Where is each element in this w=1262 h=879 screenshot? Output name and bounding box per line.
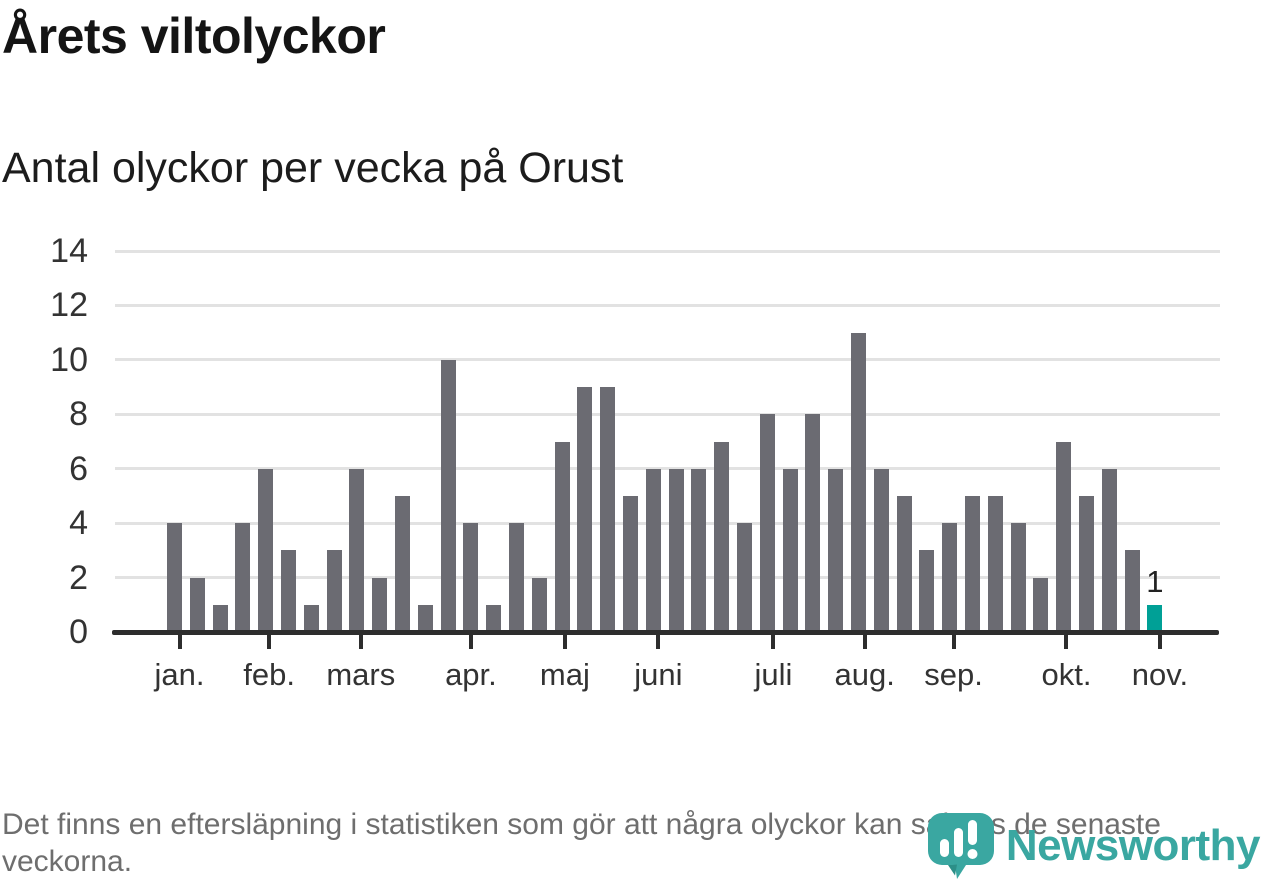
newsworthy-logo-icon [927,813,994,879]
bar-week-29 [805,414,821,632]
bar-week-39 [1033,577,1049,632]
x-tick-okt [1064,634,1069,649]
x-axis-label-nov: nov. [1131,657,1189,692]
bar-week-18 [554,441,570,632]
gridline-12 [115,303,1220,307]
x-tick-nov [1157,634,1162,649]
x-axis-label-sep: sep. [924,657,983,692]
x-axis-label-okt: okt. [1041,657,1092,692]
y-axis-label-6: 6 [69,449,88,488]
y-axis-label-4: 4 [69,504,88,543]
chart-subtitle: Antal olyckor per vecka på Orust [2,144,624,192]
bar-week-16 [509,523,524,632]
bar-week-28 [782,468,798,632]
bar-week-7 [303,604,319,632]
bar-week-13 [440,359,456,632]
bar-week-6 [281,550,296,632]
bar-week-12 [417,604,433,632]
x-tick-mars [358,634,363,649]
bar-week-20 [600,387,616,632]
gridline-2 [115,576,1220,580]
bar-week-19 [577,387,593,632]
bar-week-24 [691,468,707,632]
gridline-14 [115,249,1220,253]
bar-week-15 [486,604,502,632]
x-tick-juli [771,634,776,649]
bar-week-4 [235,523,251,632]
bar-week-26 [737,523,752,632]
bar-week-40 [1056,441,1072,632]
bar-week-31 [851,332,866,632]
x-tick-juni [656,634,661,649]
x-axis-label-maj: maj [539,657,590,692]
gridline-6 [115,467,1220,471]
bar-week-27 [759,414,775,632]
bar-week-11 [395,495,410,632]
bar-week-3 [212,604,228,632]
bar-week-8 [326,550,342,632]
y-axis-label-10: 10 [50,340,88,379]
bar-week-32 [873,468,889,632]
bar-week-41 [1079,495,1094,632]
x-axis-label-jan: jan. [154,657,205,692]
bar-week-35 [942,523,958,632]
x-axis-label-aug: aug. [834,657,895,692]
x-tick-sep [951,634,956,649]
x-tick-apr [468,634,473,649]
gridline-8 [115,412,1220,416]
bar-week-38 [1010,523,1026,632]
x-tick-feb [267,634,272,649]
x-axis-label-apr: apr. [445,657,497,692]
bar-week-2 [189,577,205,632]
bar-week-23 [668,468,684,632]
bar-week-42 [1101,468,1117,632]
bar-week-9 [349,468,365,632]
gridline-4 [115,521,1220,525]
bar-week-25 [714,441,730,632]
bar-week-37 [987,495,1003,632]
x-axis-label-mars: mars [326,657,396,692]
bar-week-17 [531,577,547,632]
x-tick-maj [562,634,567,649]
bar-week-14 [463,523,479,632]
y-axis-label-14: 14 [50,232,88,270]
bar-week-highlighted-44 [1147,604,1163,632]
gridline-10 [115,358,1220,362]
bar-week-36 [965,495,980,632]
bar-week-43 [1124,550,1140,632]
chart-title: Årets viltolyckor [2,8,386,64]
bar-week-34 [919,550,935,632]
bar-week-21 [623,495,638,632]
y-axis-label-0: 0 [69,613,88,651]
y-axis-label-12: 12 [50,286,88,325]
y-axis-label-8: 8 [69,395,88,434]
x-axis-label-juni: juni [634,657,683,692]
y-axis-label-2: 2 [69,558,88,597]
bar-week-33 [896,495,912,632]
bar-week-5 [258,468,274,632]
newsworthy-logo: Newsworthy [927,813,1261,879]
bar-week-30 [828,468,844,632]
bar-week-1 [167,523,182,632]
x-axis-label-feb: feb. [243,657,295,692]
bar-week-10 [372,577,388,632]
x-axis-label-juli: juli [754,657,793,692]
x-axis-line [112,630,1219,635]
last-value-label: 1 [1146,563,1164,599]
x-tick-aug [862,634,867,649]
x-tick-jan [177,634,182,649]
newsworthy-logo-text: Newsworthy [1005,821,1261,870]
bar-week-22 [645,468,661,632]
plot-area: 1 [115,249,1220,632]
